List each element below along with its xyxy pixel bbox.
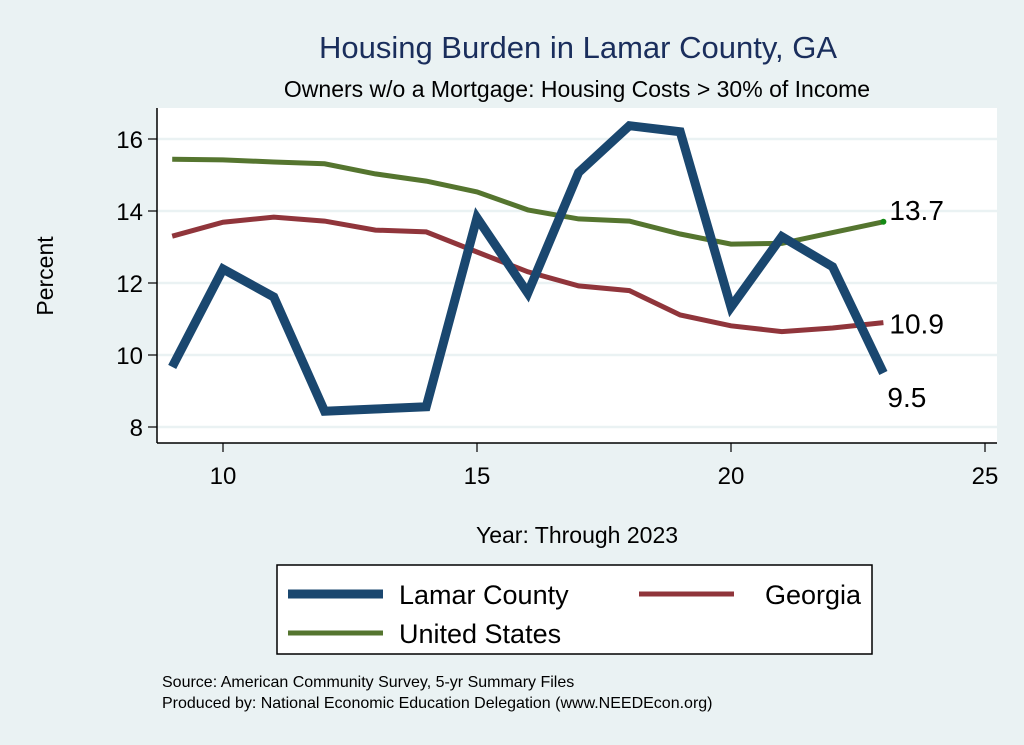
y-tick-label-12: 12: [116, 271, 143, 298]
end-label-georgia: 10.9: [889, 309, 944, 340]
footer-produced-by: Produced by: National Economic Education…: [162, 695, 713, 712]
y-tick-label-10: 10: [116, 343, 143, 370]
x-tick-label-15: 15: [464, 463, 491, 490]
legend-label-lamar-county: Lamar County: [399, 580, 569, 610]
series-line-lamar-county: [168, 120, 888, 416]
legend-label-united-states: United States: [399, 619, 561, 649]
y-tick-label-16: 16: [116, 127, 143, 154]
series-line-georgia: [171, 214, 884, 335]
x-tick-label-25: 25: [972, 463, 999, 490]
x-tick-label-10: 10: [210, 463, 237, 490]
legend: Lamar County Georgia United States: [276, 564, 873, 655]
legend-label-georgia: Georgia: [765, 580, 862, 610]
end-marker-united-states: [880, 218, 887, 225]
end-label-lamar-county: 9.5: [887, 382, 926, 413]
plot-area: [157, 108, 997, 443]
legend-box: [276, 564, 873, 655]
y-tick-label-8: 8: [130, 415, 143, 442]
x-axis-title: Year: Through 2023: [476, 522, 678, 548]
chart-subtitle: Owners w/o a Mortgage: Housing Costs > 3…: [284, 76, 870, 102]
series-lines: [168, 120, 888, 416]
series-line-united-states: [172, 156, 884, 247]
end-labels: 9.5 10.9 13.7: [880, 195, 944, 413]
axes: 8 10 12 14 16 10 15 20 25: [116, 108, 998, 490]
x-tick-label-20: 20: [718, 463, 745, 490]
y-axis-title: Percent: [32, 236, 58, 316]
end-label-united-states: 13.7: [889, 195, 944, 226]
y-tick-label-14: 14: [116, 199, 143, 226]
chart-title: Housing Burden in Lamar County, GA: [319, 30, 837, 65]
footer-source: Source: American Community Survey, 5-yr …: [162, 674, 574, 691]
